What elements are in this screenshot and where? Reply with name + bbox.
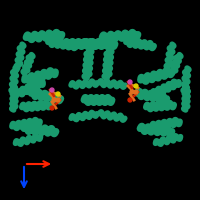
Point xyxy=(134,90,138,94)
Point xyxy=(56,98,60,102)
Point xyxy=(56,92,60,96)
Point xyxy=(130,90,134,94)
Point xyxy=(50,88,54,92)
Point xyxy=(134,84,138,88)
Point xyxy=(52,98,56,102)
Point xyxy=(128,80,132,84)
Point xyxy=(128,98,132,102)
Point xyxy=(50,106,54,110)
